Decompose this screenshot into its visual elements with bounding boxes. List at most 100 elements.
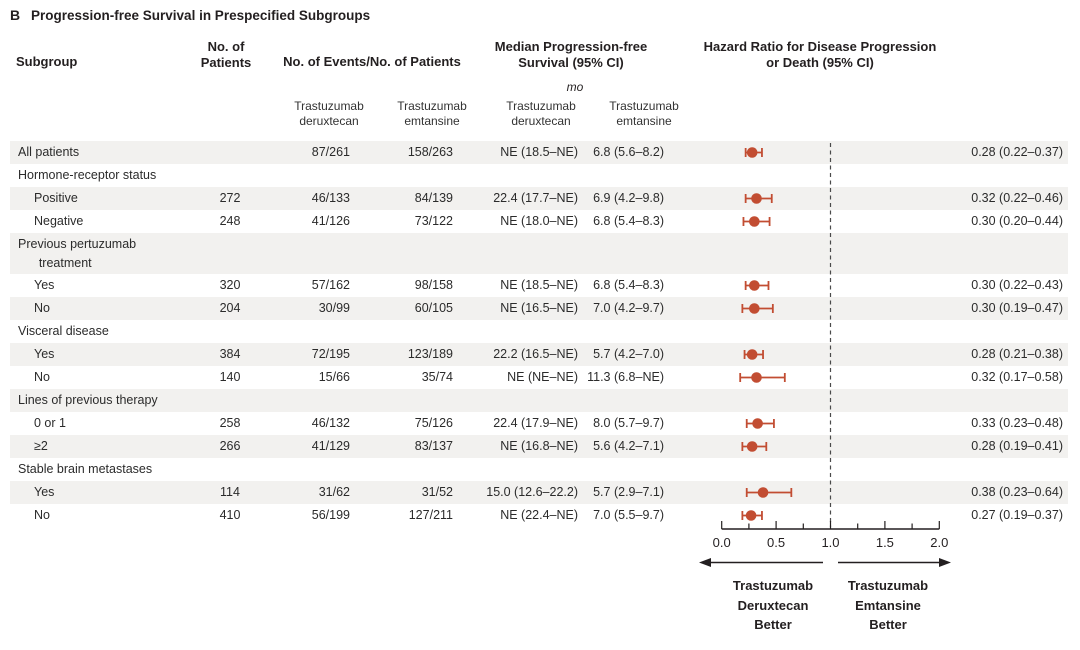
subgroup-label: ≥2 — [34, 439, 48, 453]
median-emtansine-value: 5.7 (4.2–7.0) — [593, 347, 664, 361]
events-deruxtecan-value: 87/261 — [311, 145, 350, 159]
events-deruxtecan-value: 31/62 — [318, 485, 350, 499]
axis-tick-label: 2.0 — [930, 535, 949, 550]
hr-ci-value: 0.32 (0.17–0.58) — [971, 370, 1063, 384]
hr-ci-value: 0.28 (0.21–0.38) — [971, 347, 1063, 361]
table-row: Yes 114 31/62 31/52 15.0 (12.6–22.2) 5.7 (2.9… — [10, 481, 1068, 504]
hr-ci-value: 0.32 (0.22–0.46) — [971, 191, 1063, 205]
events-deruxtecan-value: 72/195 — [311, 347, 350, 361]
events-deruxtecan-value: 30/99 — [318, 301, 350, 315]
table-row: Yes 320 57/162 98/158 NE (18.5–NE) 6.8 (5.4–8… — [10, 274, 1068, 297]
events-emtansine-value: 127/211 — [408, 508, 453, 522]
panel-letter: B — [10, 7, 21, 23]
better-arrows — [699, 558, 951, 567]
n-patients-value: 272 — [219, 191, 241, 205]
events-deruxtecan-value: 57/162 — [311, 278, 350, 292]
subgroup-label: Negative — [34, 214, 84, 228]
median-deruxtecan-value: NE (18.0–NE) — [500, 214, 578, 228]
median-deruxtecan-value: 15.0 (12.6–22.2) — [486, 485, 578, 499]
events-emtansine-value: 75/126 — [414, 416, 453, 430]
n-patients-value: 258 — [219, 416, 241, 430]
subgroup-label: Yes — [34, 278, 55, 292]
table-row: ≥2 266 41/129 83/137 NE (16.8–NE) 5.6 (4.2–7.… — [10, 435, 1068, 458]
events-deruxtecan-value: 46/133 — [311, 191, 350, 205]
events-emtansine-value: 83/137 — [414, 439, 453, 453]
n-patients-value: 114 — [220, 485, 240, 499]
table-row: All patients 87/261 158/263 NE (18.5–NE) 6.8… — [10, 141, 1068, 164]
median-deruxtecan-value: NE (16.8–NE) — [500, 439, 578, 453]
group-row: Lines of previous therapy — [10, 389, 1068, 412]
axis-tick-label: 0.0 — [712, 535, 731, 550]
median-emtansine-value: 6.8 (5.6–8.2) — [593, 145, 664, 159]
subgroup-label: Hormone-receptor status — [18, 168, 157, 182]
n-patients-value: 384 — [219, 347, 241, 361]
events-emtansine-value: 31/52 — [421, 485, 453, 499]
median-emtansine-value: 6.8 (5.4–8.3) — [593, 278, 664, 292]
median-deruxtecan-value: NE (NE–NE) — [507, 370, 578, 384]
subgroup-label: Positive — [34, 191, 78, 205]
median-deruxtecan-value: 22.2 (16.5–NE) — [493, 347, 578, 361]
median-emtansine-value: 7.0 (5.5–9.7) — [593, 508, 664, 522]
n-patients-value: 266 — [219, 439, 241, 453]
n-patients-value: 410 — [219, 508, 241, 522]
median-deruxtecan-value: NE (18.5–NE) — [500, 278, 578, 292]
median-emtansine-value: 5.6 (4.2–7.1) — [593, 439, 664, 453]
table-row: Positive 272 46/133 84/139 22.4 (17.7–NE) 6.9… — [10, 187, 1068, 210]
subgroup-label: Yes — [34, 347, 55, 361]
median-emtansine-value: 8.0 (5.7–9.7) — [593, 416, 664, 430]
events-deruxtecan-value: 56/199 — [311, 508, 350, 522]
events-emtansine-value: 35/74 — [421, 370, 453, 384]
events-emtansine-value: 84/139 — [414, 191, 453, 205]
events-emtansine-value: 73/122 — [414, 214, 453, 228]
median-deruxtecan-value: NE (16.5–NE) — [500, 301, 578, 315]
subgroup-label: Stable brain metastases — [18, 462, 153, 476]
direction-label-right: Trastuzumab Emtansine Better — [847, 578, 929, 632]
events-emtansine-value: 158/263 — [407, 145, 453, 159]
column-header-hazard-ratio: Hazard Ratio for Disease Progression or … — [703, 39, 937, 70]
table-row: 0 or 1 258 46/132 75/126 22.4 (17.9–NE) 8.0 (… — [10, 412, 1068, 435]
subgroup-label: 0 or 1 — [34, 416, 66, 430]
hr-ci-value: 0.27 (0.19–0.37) — [971, 508, 1063, 522]
median-deruxtecan-value: 22.4 (17.9–NE) — [493, 416, 578, 430]
subgroup-label: Visceral disease — [18, 324, 109, 338]
hr-ci-value: 0.28 (0.19–0.41) — [971, 439, 1063, 453]
column-header-events: No. of Events/No. of Patients — [283, 54, 461, 69]
subgroup-label: Yes — [34, 485, 55, 499]
direction-label-left: Trastuzumab Deruxtecan Better — [732, 578, 814, 632]
hr-ci-value: 0.30 (0.22–0.43) — [971, 278, 1063, 292]
hr-ci-value: 0.28 (0.22–0.37) — [971, 145, 1063, 159]
n-patients-value: 248 — [219, 214, 241, 228]
subgroup-label: No — [34, 301, 50, 315]
group-row: Hormone-receptor status — [10, 164, 1068, 187]
events-emtansine-value: 60/105 — [414, 301, 453, 315]
events-deruxtecan-value: 41/129 — [311, 439, 350, 453]
n-patients-value: 140 — [219, 370, 241, 384]
table-row: No 204 30/99 60/105 NE (16.5–NE) 7.0 (4.2–9.7… — [10, 297, 1068, 320]
table-row: No 410 56/199 127/211 NE (22.4–NE) 7.0 (5.5–9… — [10, 504, 1068, 527]
subheader-events-deruxtecan: Trastuzumab deruxtecan — [294, 99, 364, 128]
events-emtansine-value: 98/158 — [414, 278, 453, 292]
median-deruxtecan-value: 22.4 (17.7–NE) — [493, 191, 578, 205]
subgroup-label: Lines of previous therapy — [18, 393, 158, 407]
group-row: Stable brain metastases — [10, 458, 1068, 481]
hr-ci-value: 0.30 (0.20–0.44) — [971, 214, 1063, 228]
figure-title: Progression-free Survival in Prespecifie… — [31, 8, 371, 23]
events-deruxtecan-value: 15/66 — [318, 370, 350, 384]
median-emtansine-value: 6.9 (4.2–9.8) — [593, 191, 664, 205]
hr-ci-value: 0.38 (0.23–0.64) — [971, 485, 1063, 499]
events-deruxtecan-value: 41/126 — [311, 214, 350, 228]
table-row: No 140 15/66 35/74 NE (NE–NE) 11.3 (6.8–NE) 0.… — [10, 366, 1068, 389]
subgroup-label: Previous pertuzumab treatment — [18, 237, 137, 270]
events-emtansine-value: 123/189 — [407, 347, 453, 361]
median-emtansine-value: 11.3 (6.8–NE) — [587, 370, 664, 384]
axis-tick-label: 0.5 — [767, 535, 786, 550]
subgroup-table-body: All patients 87/261 158/263 NE (18.5–NE) 6.8… — [10, 141, 1068, 527]
median-emtansine-value: 5.7 (2.9–7.1) — [593, 485, 664, 499]
subheader-median-deruxtecan: Trastuzumab deruxtecan — [506, 99, 576, 128]
subgroup-label: No — [34, 370, 50, 384]
axis-tick-label: 1.0 — [821, 535, 840, 550]
median-emtansine-value: 6.8 (5.4–8.3) — [593, 214, 664, 228]
group-row: Visceral disease — [10, 320, 1068, 343]
n-patients-value: 320 — [219, 278, 241, 292]
